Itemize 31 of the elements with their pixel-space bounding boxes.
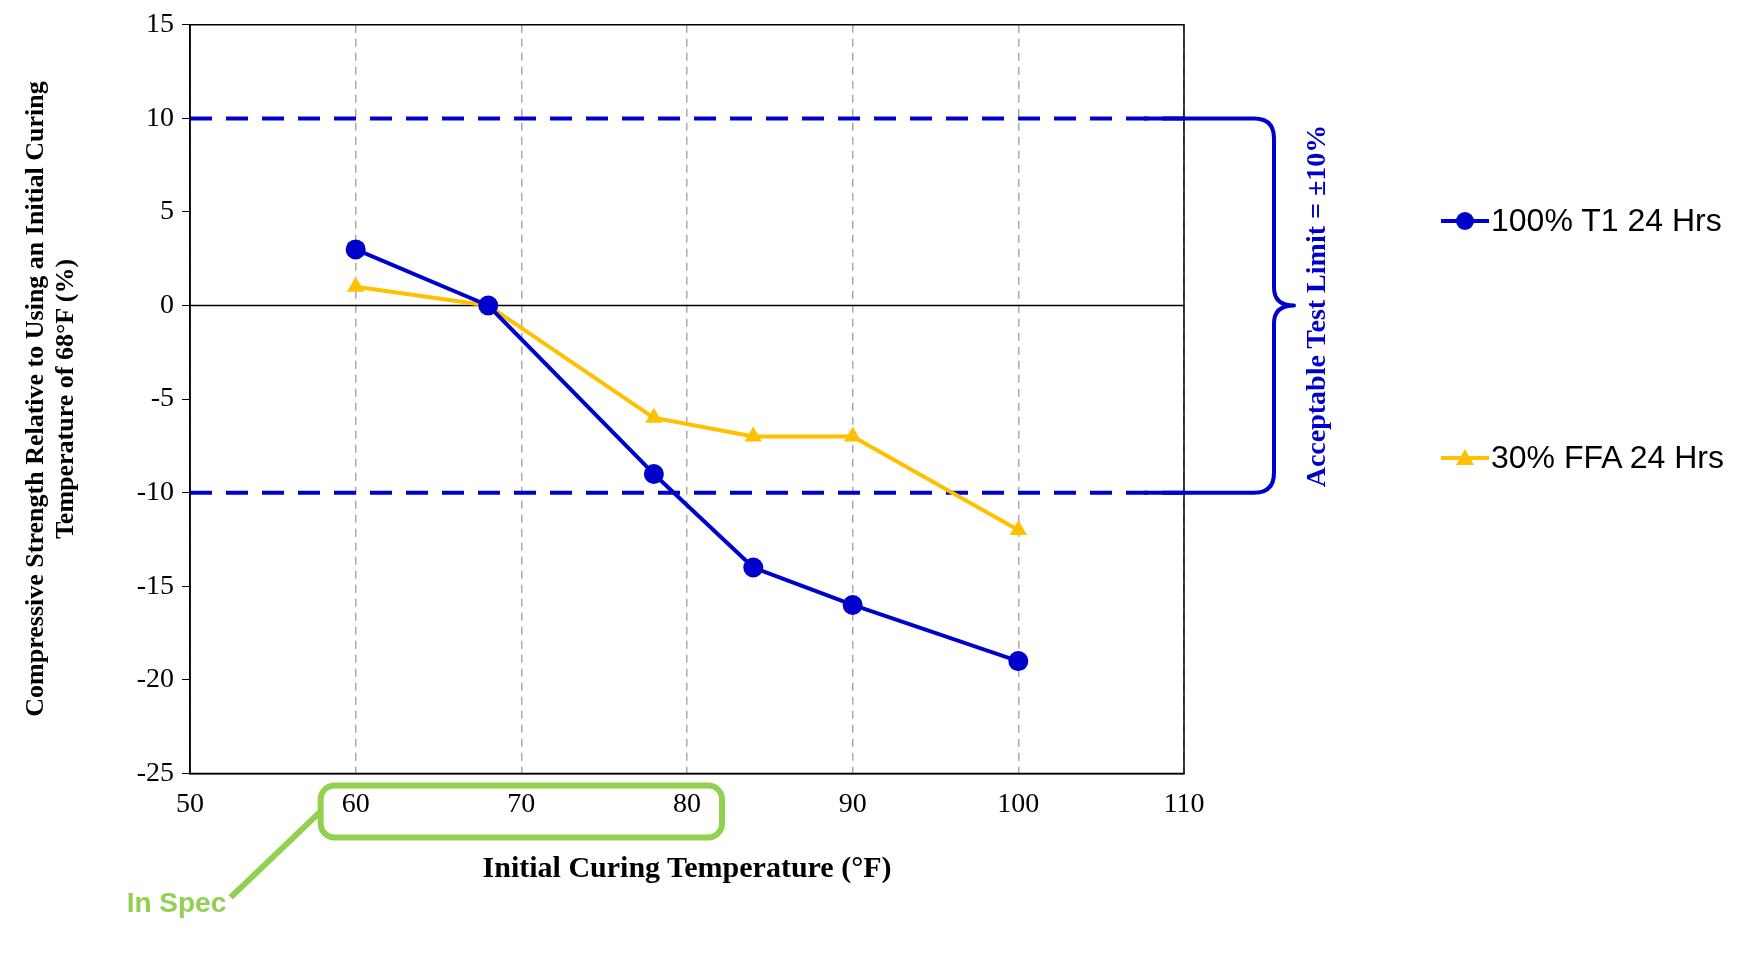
text: Acceptable Test Limit = ±10% [1299, 124, 1332, 487]
y-tick-label: 15 [146, 7, 174, 39]
point [643, 463, 664, 484]
x-tick-label: 50 [176, 786, 204, 818]
point [842, 594, 863, 615]
y-axis-title: Compressive Strength Relative to Using an Initial Curing Temperature of 68°F (%) [20, 80, 80, 719]
legend-label: 100% T1 24 Hrs [1491, 202, 1722, 240]
text: In Spec [126, 887, 227, 920]
y-tick-label: -20 [136, 662, 174, 694]
point [645, 407, 663, 423]
x-axis-title: Initial Curing Temperature (°F) [482, 849, 892, 884]
y-tick-label: -15 [136, 568, 174, 600]
y-tick-label: -25 [136, 755, 174, 787]
x-tick-label: 80 [673, 786, 701, 818]
x-tick-label: 100 [997, 786, 1040, 818]
y-tick-label: 5 [160, 194, 174, 226]
x-tick-label: 110 [1163, 786, 1205, 818]
y-tick-label: 10 [146, 100, 174, 132]
point [844, 426, 862, 442]
point [743, 557, 764, 578]
point [347, 276, 365, 292]
x-tick-label: 60 [341, 786, 370, 818]
y-tick-label: -10 [136, 475, 174, 507]
legend-label: 30% FFA 24 Hrs [1491, 439, 1724, 477]
y-tick-label: 0 [160, 287, 174, 319]
x-tick-label: 90 [838, 786, 867, 818]
y-tick-label: -5 [150, 381, 174, 413]
x-tick-label: 70 [507, 786, 536, 818]
point [744, 426, 762, 442]
point [1009, 520, 1027, 536]
point [1008, 651, 1029, 672]
